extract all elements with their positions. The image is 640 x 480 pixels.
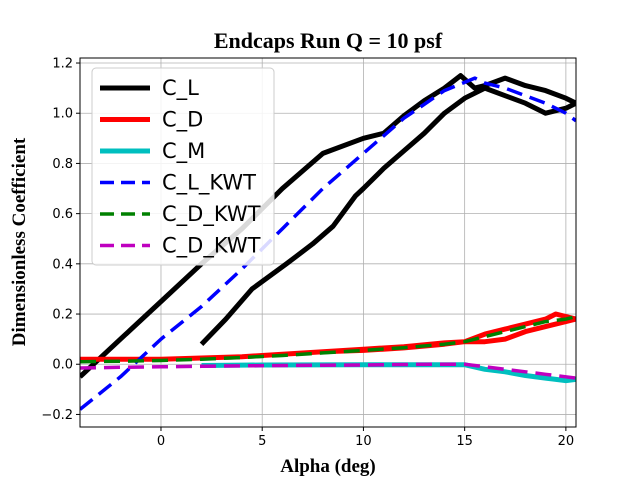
ticks: 0 5 10 15 20 −0.2 0.0 0.2 0.4 0.6 0.8 1.0 1.2 xyxy=(41,57,574,449)
plot-frame xyxy=(79,57,577,428)
series-line-c-d-kwt-5 xyxy=(80,362,576,380)
series-line-c-l-0 xyxy=(80,73,576,379)
chart-title: Endcaps Run Q = 10 psf xyxy=(214,28,443,53)
legend-label: C_D_KWT xyxy=(162,234,261,259)
x-tick-label: 5 xyxy=(258,434,266,449)
series-layer xyxy=(80,73,576,411)
y-tick-label: −0.2 xyxy=(41,408,73,423)
y-tick-label: 0.2 xyxy=(52,308,73,323)
series-line-c-d-kwt-4 xyxy=(80,314,576,364)
y-tick-label: 1.2 xyxy=(52,57,73,72)
series-group xyxy=(80,73,576,411)
x-axis-label: Alpha (deg) xyxy=(280,456,376,477)
legend-label: C_D xyxy=(162,108,203,133)
x-tick-label: 0 xyxy=(157,434,165,449)
y-tick-label: 0.8 xyxy=(52,157,73,172)
y-tick-label: 0.4 xyxy=(52,257,73,272)
y-axis-label: Dimensionless Coefficient xyxy=(9,137,30,346)
x-tick-label: 20 xyxy=(558,434,575,449)
y-tick-label: 1.0 xyxy=(52,107,73,122)
legend-label: C_D_KWT xyxy=(162,202,261,227)
legend-label: C_L_KWT xyxy=(162,171,256,196)
legend-label: C_M xyxy=(162,139,205,164)
legend-label: C_L xyxy=(162,76,199,101)
x-tick-label: 15 xyxy=(456,434,473,449)
y-tick-label: 0.6 xyxy=(52,207,73,222)
x-tick-label: 10 xyxy=(355,434,372,449)
legend: C_L C_D C_M C_L_KWT C_D_KWT C_D_KWT xyxy=(91,67,275,266)
y-tick-label: 0.0 xyxy=(52,358,73,373)
series-line-c-l-kwt-3 xyxy=(80,76,576,411)
